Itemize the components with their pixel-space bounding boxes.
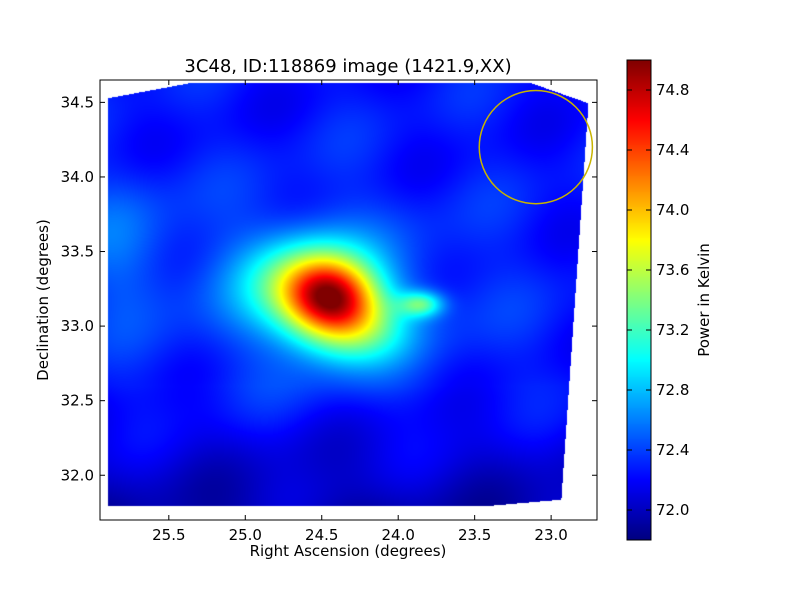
- y-tick-label: 34.0: [61, 168, 94, 186]
- x-tick-label: 25.5: [152, 526, 185, 544]
- y-tick-label: 33.5: [61, 243, 94, 261]
- x-axis-label: Right Ascension (degrees): [250, 542, 447, 560]
- y-tick-label: 33.0: [61, 317, 94, 335]
- x-tick-label: 23.5: [458, 526, 491, 544]
- colorbar-tick-label: 73.2: [656, 321, 689, 339]
- beam-circle: [478, 89, 594, 205]
- chart-title: 3C48, ID:118869 image (1421.9,XX): [184, 56, 511, 77]
- heatmap-image: [100, 80, 597, 520]
- y-tick-label: 32.0: [61, 466, 94, 484]
- colorbar-tick-label: 72.8: [656, 381, 689, 399]
- colorbar-ticks: 72.0 72.4 72.8 73.2 73.6 74.0 74.4 74.8: [627, 81, 689, 519]
- y-tick-label: 34.5: [61, 93, 94, 111]
- colorbar-frame: [626, 59, 652, 541]
- x-axis: 25.5 25.0 24.5 24.0 23.5 23.0: [152, 80, 568, 544]
- colorbar-label: Power in Kelvin: [695, 243, 713, 357]
- colorbar-tick-label: 73.6: [656, 261, 689, 279]
- x-tick-label: 24.5: [305, 526, 338, 544]
- colorbar-tick-label: 74.8: [656, 81, 689, 99]
- plot-area: [99, 79, 598, 521]
- y-axis: 32.0 32.5 33.0 33.5 34.0 34.5: [61, 93, 597, 484]
- y-axis-label: Declination (degrees): [34, 219, 52, 381]
- colorbar-tick-label: 72.4: [656, 441, 689, 459]
- colorbar: 72.0 72.4 72.8 73.2 73.6 74.0 74.4 74.8: [626, 59, 689, 541]
- colorbar-gradient: [627, 60, 651, 540]
- plot-frame: [99, 79, 598, 521]
- colorbar-tick-label: 74.4: [656, 141, 689, 159]
- x-tick-label: 23.0: [534, 526, 567, 544]
- y-tick-label: 32.5: [61, 392, 94, 410]
- x-tick-label: 25.0: [229, 526, 262, 544]
- colorbar-tick-label: 74.0: [656, 201, 689, 219]
- x-tick-label: 24.0: [381, 526, 414, 544]
- colorbar-tick-label: 72.0: [656, 501, 689, 519]
